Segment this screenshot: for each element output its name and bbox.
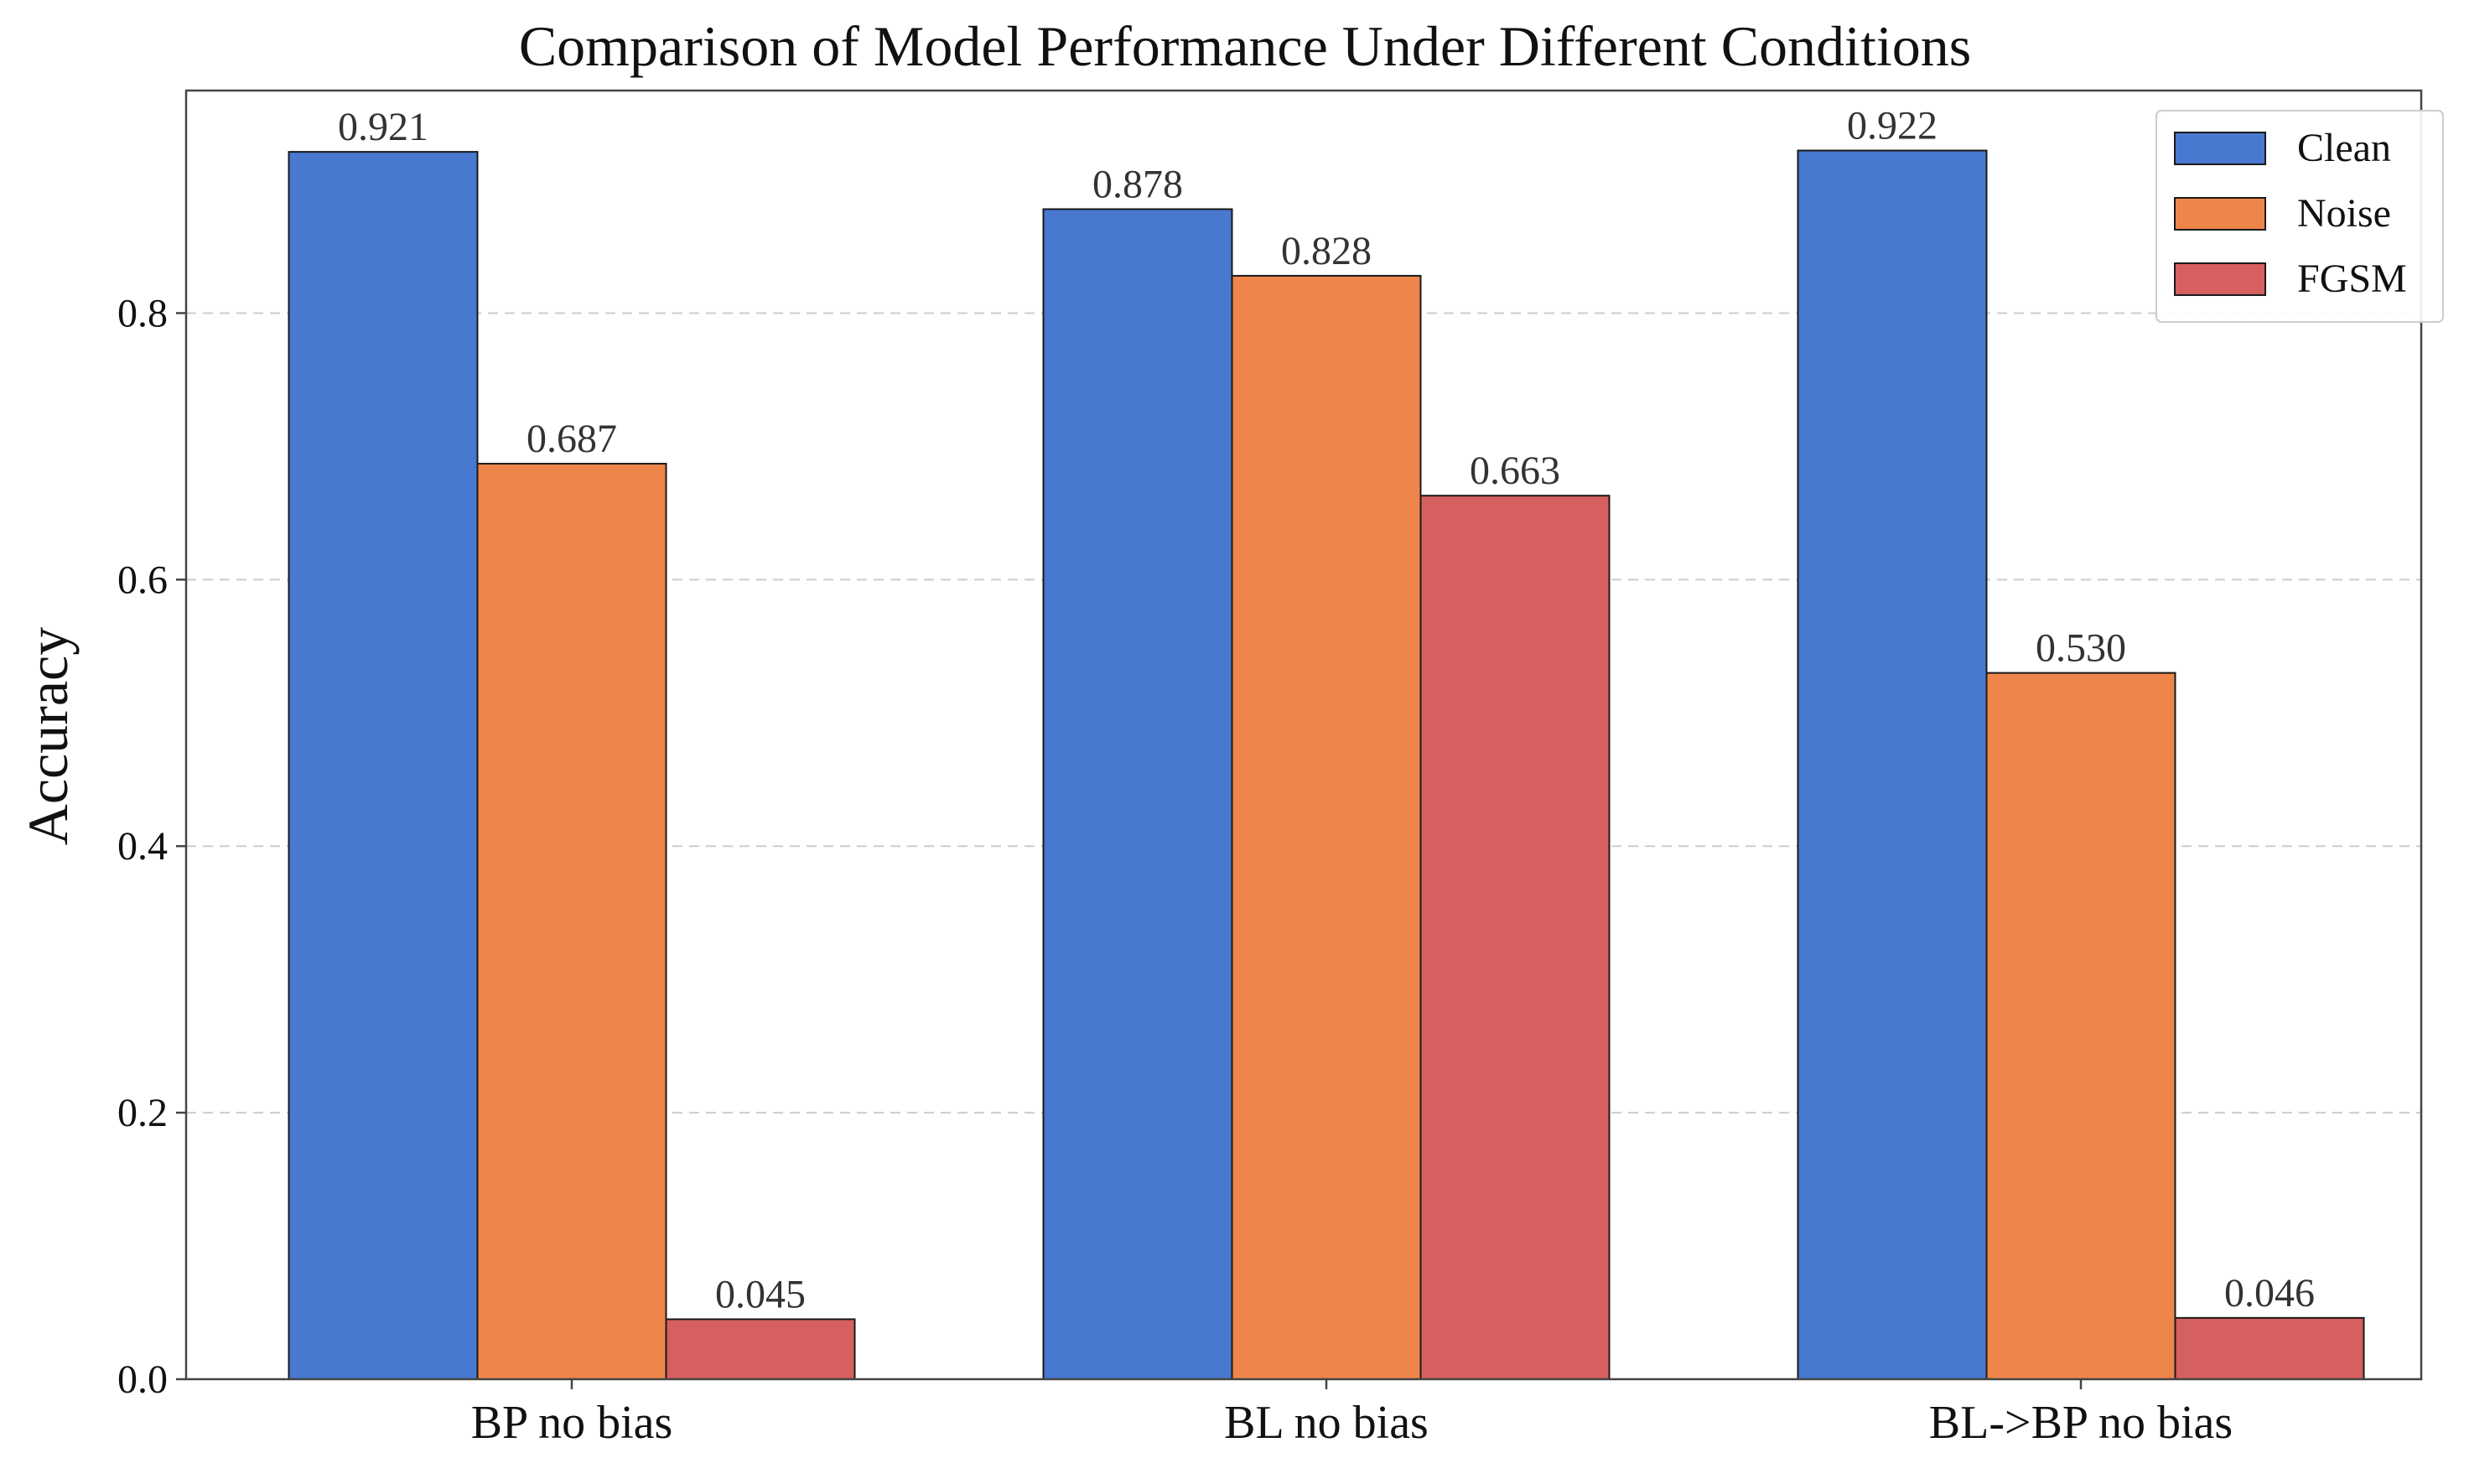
legend-label-noise: Noise <box>2297 191 2391 236</box>
value-label: 0.045 <box>715 1272 806 1316</box>
bar-noise-3 <box>1985 672 2176 1380</box>
legend: Clean Noise FGSM <box>2155 110 2444 323</box>
x-tick-label: BP no bias <box>471 1397 673 1449</box>
bar-clean-2 <box>1042 208 1233 1381</box>
legend-swatch-clean <box>2174 132 2266 165</box>
x-tick-label: BL no bias <box>1224 1397 1429 1449</box>
legend-label-clean: Clean <box>2297 126 2391 170</box>
bar-clean-3 <box>1797 149 1988 1380</box>
y-axis-label: Accuracy <box>16 627 80 845</box>
value-label: 0.878 <box>1092 162 1183 206</box>
legend-swatch-noise <box>2174 197 2266 231</box>
value-labels: 0.921 0.687 0.045 0.878 0.828 0.663 0.922 0.530… <box>338 104 2315 1317</box>
value-label: 0.828 <box>1281 229 1372 273</box>
y-tick-label: 0.2 <box>117 1091 168 1135</box>
plot-frame <box>184 89 2423 1381</box>
legend-label-fgsm: FGSM <box>2297 257 2407 301</box>
y-tick-label: 0.8 <box>117 291 168 335</box>
bar-noise-2 <box>1231 274 1422 1380</box>
value-label: 0.530 <box>2036 626 2126 671</box>
bar-fgsm-2 <box>1419 495 1611 1380</box>
y-tick-label: 0.6 <box>117 558 168 602</box>
y-tick-label: 0.4 <box>117 824 168 869</box>
chart-title: Comparison of Model Performance Under Di… <box>519 14 1971 78</box>
y-tick-label: 0.0 <box>117 1357 168 1402</box>
value-label: 0.921 <box>338 105 428 149</box>
bars <box>288 149 2365 1381</box>
legend-swatch-fgsm <box>2174 262 2266 296</box>
value-label: 0.663 <box>1470 449 1560 493</box>
value-label: 0.922 <box>1847 104 1938 148</box>
bar-noise-1 <box>476 463 667 1380</box>
value-label: 0.687 <box>527 417 617 461</box>
bar-fgsm-1 <box>665 1318 856 1380</box>
bar-fgsm-3 <box>2174 1316 2365 1381</box>
x-tick-label: BL->BP no bias <box>1929 1397 2233 1449</box>
value-label: 0.046 <box>2224 1271 2315 1315</box>
bar-clean-1 <box>288 151 479 1381</box>
axes: 0.0 0.2 0.4 0.6 0.8 BP no bias BL no bias BL->B… <box>117 89 2423 1449</box>
